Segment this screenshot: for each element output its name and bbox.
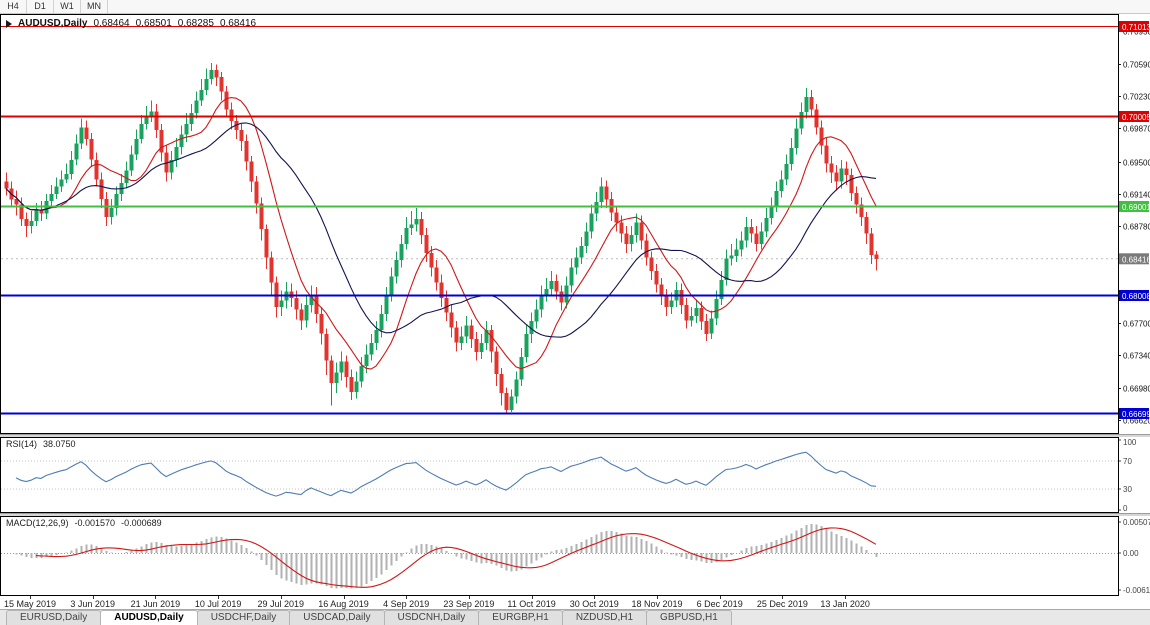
- time-tick: [594, 596, 596, 599]
- macd-signal-line: [35, 527, 877, 588]
- svg-text:0.69001: 0.69001: [1122, 203, 1150, 212]
- tab-usdcad-daily[interactable]: USDCAD,Daily: [289, 610, 385, 625]
- date-label: 4 Sep 2019: [383, 599, 430, 609]
- time-tick: [531, 596, 533, 599]
- rsi-line: [15, 451, 877, 497]
- svg-text:-0.006148: -0.006148: [1123, 586, 1150, 595]
- tab-nzdusd-h1[interactable]: NZDUSD,H1: [561, 610, 648, 625]
- svg-text:0.00: 0.00: [1123, 549, 1139, 558]
- svg-text:30: 30: [1123, 485, 1132, 494]
- tab-eurgbp-h1[interactable]: EURGBP,H1: [478, 610, 563, 625]
- svg-text:0.67340: 0.67340: [1123, 352, 1150, 361]
- date-label: 29 Jul 2019: [257, 599, 305, 609]
- time-tick: [468, 596, 470, 599]
- chart-window: 0.709500.705900.702300.698700.695000.691…: [0, 14, 1150, 609]
- candles-layer: [4, 62, 879, 413]
- svg-text:0.005076: 0.005076: [1123, 518, 1150, 527]
- timeframe-h4-button[interactable]: H4: [0, 0, 27, 13]
- date-label: 23 Sep 2019: [443, 599, 495, 609]
- rsi-pane: 100 70 30 0 RSI(14) 38.0750: [0, 437, 1150, 513]
- macd-pane: 0.0050760.00-0.006148 MACD(12,26,9) -0.0…: [0, 516, 1150, 596]
- svg-text:0.67700: 0.67700: [1123, 320, 1150, 329]
- svg-text:0.70230: 0.70230: [1123, 93, 1150, 102]
- svg-text:0.70005: 0.70005: [1122, 113, 1150, 122]
- svg-text:0.66620: 0.66620: [1123, 417, 1150, 426]
- date-label: 10 Jul 2019: [194, 599, 242, 609]
- time-tick: [343, 596, 345, 599]
- ma-line-10: [5, 97, 877, 370]
- time-tick: [657, 596, 658, 599]
- svg-text:0.70590: 0.70590: [1123, 61, 1150, 70]
- svg-text:0.69140: 0.69140: [1123, 191, 1150, 200]
- svg-text:70: 70: [1123, 457, 1132, 466]
- timeframe-mn-button[interactable]: MN: [81, 0, 108, 13]
- date-label: 11 Oct 2019: [507, 599, 556, 609]
- price-pane: 0.709500.705900.702300.698700.695000.691…: [0, 14, 1150, 434]
- svg-text:0: 0: [1123, 504, 1128, 513]
- svg-text:0.66699: 0.66699: [1122, 410, 1150, 419]
- svg-text:0.69500: 0.69500: [1123, 159, 1150, 168]
- date-label: 15 May 2019: [3, 599, 57, 609]
- pane-splitter[interactable]: [0, 434, 1150, 437]
- date-label: 18 Nov 2019: [631, 599, 683, 609]
- svg-text:0.71013: 0.71013: [1122, 23, 1150, 32]
- date-label: 3 Jun 2019: [70, 599, 115, 609]
- tab-audusd-daily[interactable]: AUDUSD,Daily: [100, 610, 198, 625]
- svg-text:100: 100: [1123, 438, 1137, 447]
- time-tick: [155, 596, 157, 599]
- date-label: 25 Dec 2019: [756, 599, 808, 609]
- date-label: 30 Oct 2019: [569, 599, 619, 609]
- svg-text:0.68416: 0.68416: [1122, 255, 1150, 264]
- ma-line-24: [5, 122, 877, 338]
- time-tick: [719, 596, 721, 599]
- timeframe-w1-button[interactable]: W1: [54, 0, 81, 13]
- date-label: 16 Aug 2019: [318, 599, 369, 609]
- date-label: 21 Jun 2019: [130, 599, 181, 609]
- time-tick: [92, 596, 94, 599]
- timeframe-toolbar: H4 D1 W1 MN: [0, 0, 1150, 14]
- rsi-canvas[interactable]: 100 70 30 0: [0, 437, 1150, 513]
- time-tick: [845, 596, 847, 599]
- macd-canvas[interactable]: 0.005076 0.00 -0.006148: [0, 516, 1150, 596]
- price-chart-canvas[interactable]: 0.709500.705900.702300.698700.695000.691…: [0, 14, 1150, 434]
- time-tick: [218, 596, 220, 599]
- tab-eurusd-daily[interactable]: EURUSD,Daily: [6, 610, 102, 625]
- tab-usdchf-daily[interactable]: USDCHF,Daily: [196, 610, 291, 625]
- svg-text:0.69870: 0.69870: [1123, 125, 1150, 134]
- date-label: 13 Jan 2020: [820, 599, 870, 609]
- pane-splitter[interactable]: [0, 513, 1150, 516]
- tab-gbpusd-h1[interactable]: GBPUSD,H1: [646, 610, 732, 625]
- time-tick: [280, 596, 282, 599]
- timeframe-d1-button[interactable]: D1: [27, 0, 54, 13]
- date-label: 6 Dec 2019: [696, 599, 743, 609]
- time-tick: [782, 596, 784, 599]
- svg-text:0.68008: 0.68008: [1122, 292, 1150, 301]
- svg-text:0.68780: 0.68780: [1123, 223, 1150, 232]
- tab-usdcnh-daily[interactable]: USDCNH,Daily: [383, 610, 480, 625]
- time-axis[interactable]: 15 May 2019 3 Jun 2019 21 Jun 2019 10 Jul 2…: [0, 596, 1150, 609]
- time-tick: [406, 596, 408, 599]
- chart-tab-bar: EURUSD,Daily AUDUSD,Daily USDCHF,Daily U…: [0, 609, 1150, 625]
- svg-text:0.66980: 0.66980: [1123, 385, 1150, 394]
- time-tick: [30, 596, 31, 599]
